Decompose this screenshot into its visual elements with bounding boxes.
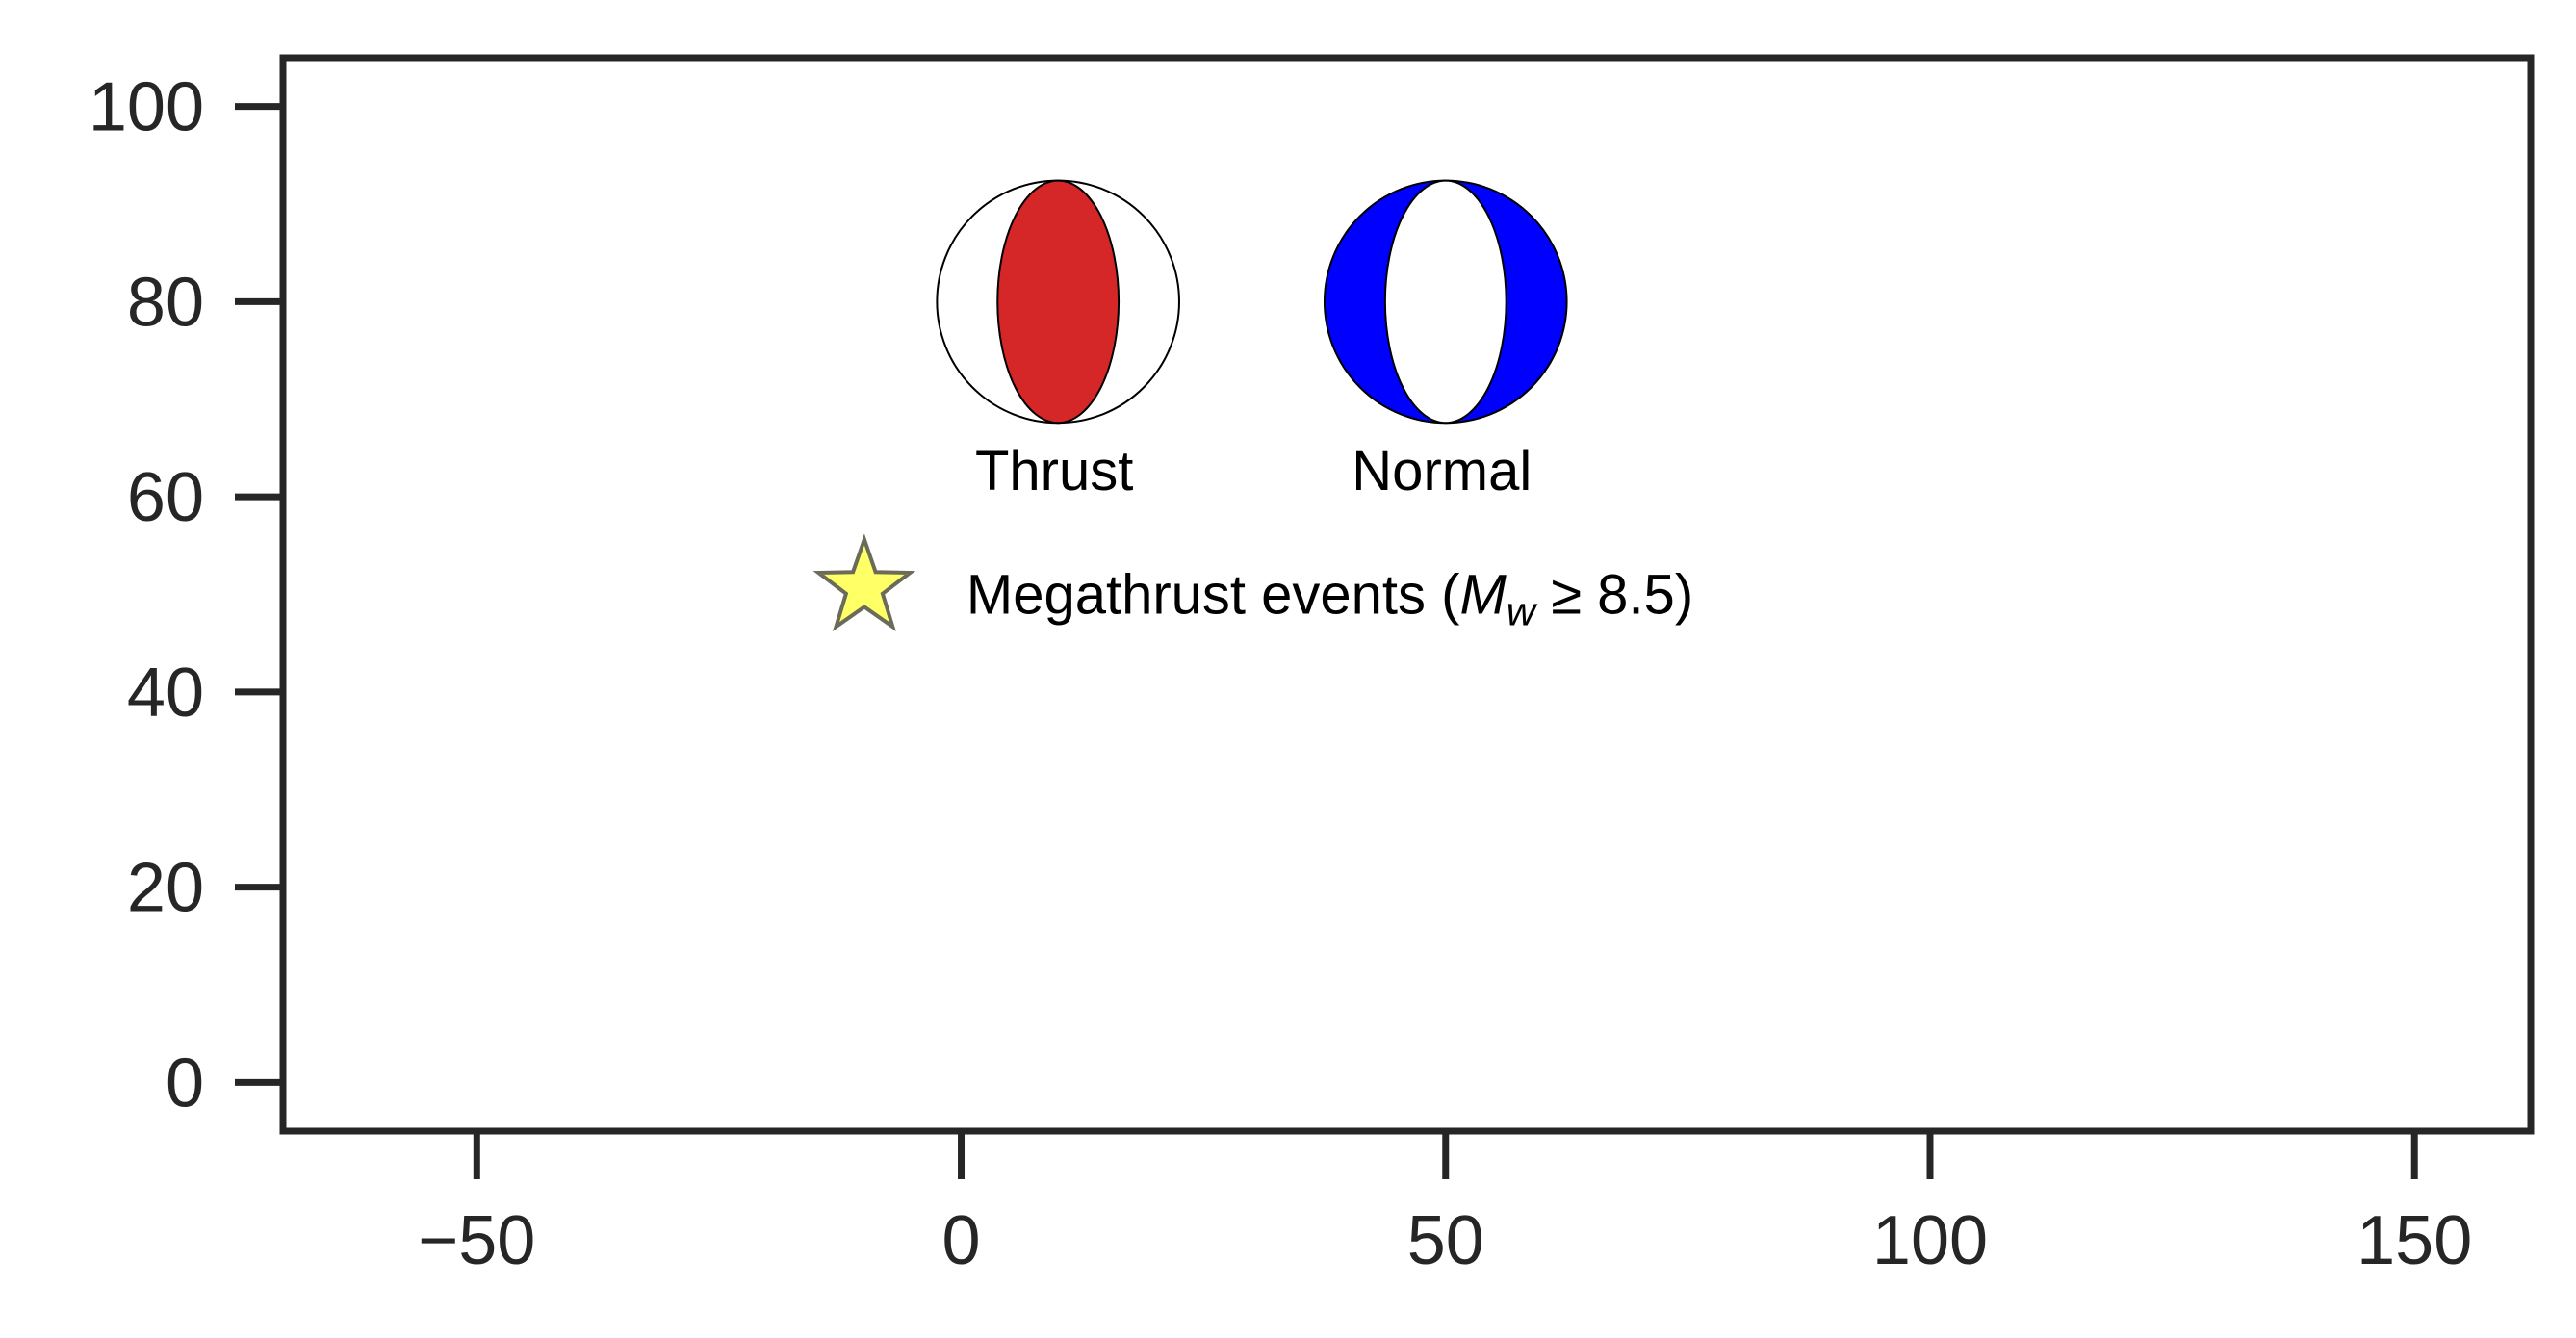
megathrust-legend-label: Megathrust events (Mw ≥ 8.5): [966, 564, 1693, 634]
beachball-inner-lens: [996, 179, 1121, 425]
beachball-inner-lens: [1383, 179, 1507, 425]
y-tick-label: 80: [127, 264, 204, 341]
x-tick-label: −50: [418, 1202, 535, 1279]
thrust-legend-label: Thrust: [975, 440, 1133, 502]
y-axis: 0 20 40 60 80 100: [89, 69, 283, 1121]
y-tick-label: 0: [166, 1044, 204, 1121]
moment-magnitude-symbol: M: [1459, 564, 1507, 627]
y-tick-label: 100: [89, 69, 204, 146]
y-tick-label: 20: [127, 850, 204, 927]
x-tick-label: 150: [2357, 1202, 2472, 1279]
megathrust-label-prefix: Megathrust events (: [966, 564, 1460, 627]
normal-beachball-symbol: [1323, 179, 1568, 425]
x-tick-label: 0: [942, 1202, 981, 1279]
y-tick-label: 40: [127, 655, 204, 732]
megathrust-label-suffix: ≥ 8.5): [1535, 564, 1693, 627]
x-tick-label: 50: [1407, 1202, 1484, 1279]
x-tick-label: 100: [1872, 1202, 1988, 1279]
moment-magnitude-subscript: w: [1507, 589, 1538, 634]
normal-legend-label: Normal: [1352, 440, 1532, 502]
thrust-beachball-symbol: [936, 179, 1180, 425]
x-axis: −50 0 50 100 150: [418, 1131, 2472, 1279]
megathrust-star-icon: [812, 533, 916, 631]
legend: Thrust Normal Megathrust events (Mw ≥ 8.…: [812, 179, 1693, 634]
y-tick-label: 60: [127, 459, 204, 536]
